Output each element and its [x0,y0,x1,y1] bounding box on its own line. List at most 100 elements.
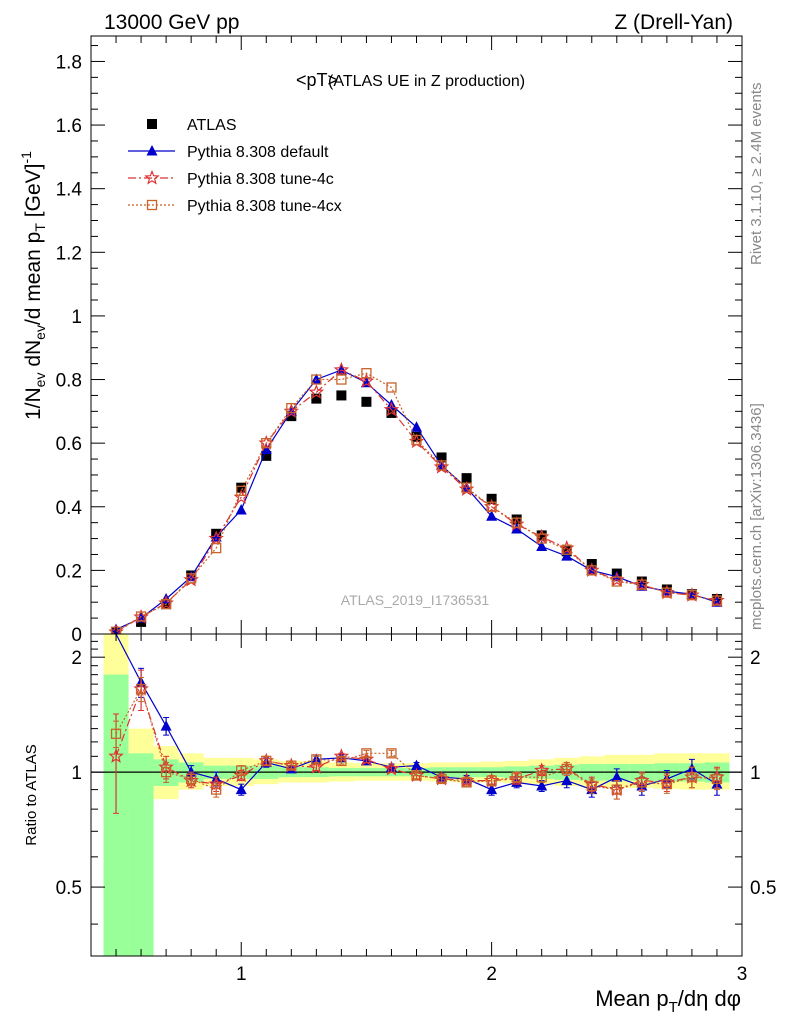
ratio-y-tick-label-left: 0.5 [56,878,82,899]
ratio-point [361,748,372,759]
data-point [361,368,372,379]
ratio-point [636,777,647,788]
y-tick-label: 1 [71,307,82,328]
data-point [636,579,647,590]
ratio-point [611,771,623,782]
data-point [211,542,222,554]
data-point [286,411,297,422]
main-plot-content [108,361,725,639]
data-point [661,587,673,598]
data-point [235,503,247,515]
band-green [128,753,154,956]
legend-entry-4: Pythia 8.308 tune-4cx [187,198,342,215]
data-point [261,450,272,461]
ratio-point [386,748,397,759]
ratio-point [135,683,147,695]
ratio-point [561,774,573,786]
data-point [536,533,547,544]
ratio-point [236,765,247,776]
ratio-point [536,779,548,791]
data-point [308,384,325,399]
data-point [135,611,147,622]
data-point [486,510,498,521]
ratio-point [211,784,222,795]
data-point [311,393,322,404]
ratio-y-tick-label-right: 2 [750,648,761,669]
data-point [336,390,347,401]
y-tick-label: 0.8 [56,371,82,392]
ratio-series-2 [108,669,725,814]
ratio-point [160,766,172,778]
data-point [411,431,422,442]
ratio-point [486,783,498,795]
data-point [561,550,573,561]
data-point [386,382,397,393]
data-point [561,544,572,555]
data-point [511,523,523,534]
legend-marker [146,145,158,156]
ratio-frame [90,633,743,957]
data-point [686,590,698,601]
ratio-point [108,748,124,763]
legend-marker [147,119,157,129]
ratio-point [336,755,347,767]
data-point [286,403,297,414]
main-title: <pT> [296,70,338,90]
series-line [115,369,718,633]
data-point [436,460,447,471]
legend-marker [144,169,160,185]
ratio-y-axis-label: Ratio to ATLAS [23,744,40,845]
data-point [411,421,422,432]
ratio-point [160,720,172,731]
ratio-point [561,763,572,774]
ratio-point [586,780,597,792]
data-point [186,573,197,584]
data-point [611,576,622,587]
ratio-y-tick-label-right: 0.5 [750,878,776,899]
data-point [336,374,347,385]
series-4 [110,368,723,637]
ratio-point [536,772,547,783]
data-point [611,570,623,582]
ratio-y-tick-label-left: 2 [71,648,82,669]
ratio-point [611,784,622,795]
legend-entry-3: Pythia 8.308 tune-4c [187,171,334,188]
main-panel: 0 0.2 0.4 0.6 0.8 1 1.2 1.4 1.6 1.8 <pT> (ATLAS U… [18,35,743,646]
series-line [115,372,718,633]
rivet-label: Rivet 3.1.10, ≥ 2.4M events [748,83,765,266]
y-tick-label: 1.8 [56,52,82,73]
ratio-point [711,773,723,785]
ratio-point [461,777,472,788]
data-point [236,485,247,497]
data-point [236,482,247,493]
ratio-point [286,760,297,771]
ratio-point [261,755,272,767]
ratio-point [308,759,325,774]
data-point [486,501,497,512]
y-tick-label: 1.2 [56,243,82,264]
data-point [383,401,400,417]
data-point [160,598,172,610]
ratio-series-3 [110,676,723,800]
ratio-point [411,770,422,781]
data-point [711,595,723,606]
ratio-point [511,772,522,783]
mcplots-label: mcplots.cern.ch [arXiv:1306.3436] [748,403,765,630]
data-point [536,530,547,541]
ratio-point [110,728,122,739]
ratio-point [686,772,698,783]
data-point [536,540,548,552]
legend-entry-1: ATLAS [187,117,237,134]
data-point [185,570,197,582]
main-y-axis-label: 1/Nev dNev/d mean pT [GeV]-1 [18,151,48,420]
ratio-axes: 1 2 3 0.5 0.5 1 1 2 2 [56,634,776,985]
data-point [461,482,472,493]
ratio-point [186,773,197,785]
ratio-plot-content [91,633,742,956]
x-tick-label: 2 [486,964,497,985]
ratio-point [436,773,447,785]
y-tick-label: 0.4 [56,498,83,519]
data-point [461,473,472,484]
main-subtitle: (ATLAS UE in Z production) [328,73,525,90]
main-axes: 0 0.2 0.4 0.6 0.8 1 1.2 1.4 1.6 1.8 [56,36,743,646]
